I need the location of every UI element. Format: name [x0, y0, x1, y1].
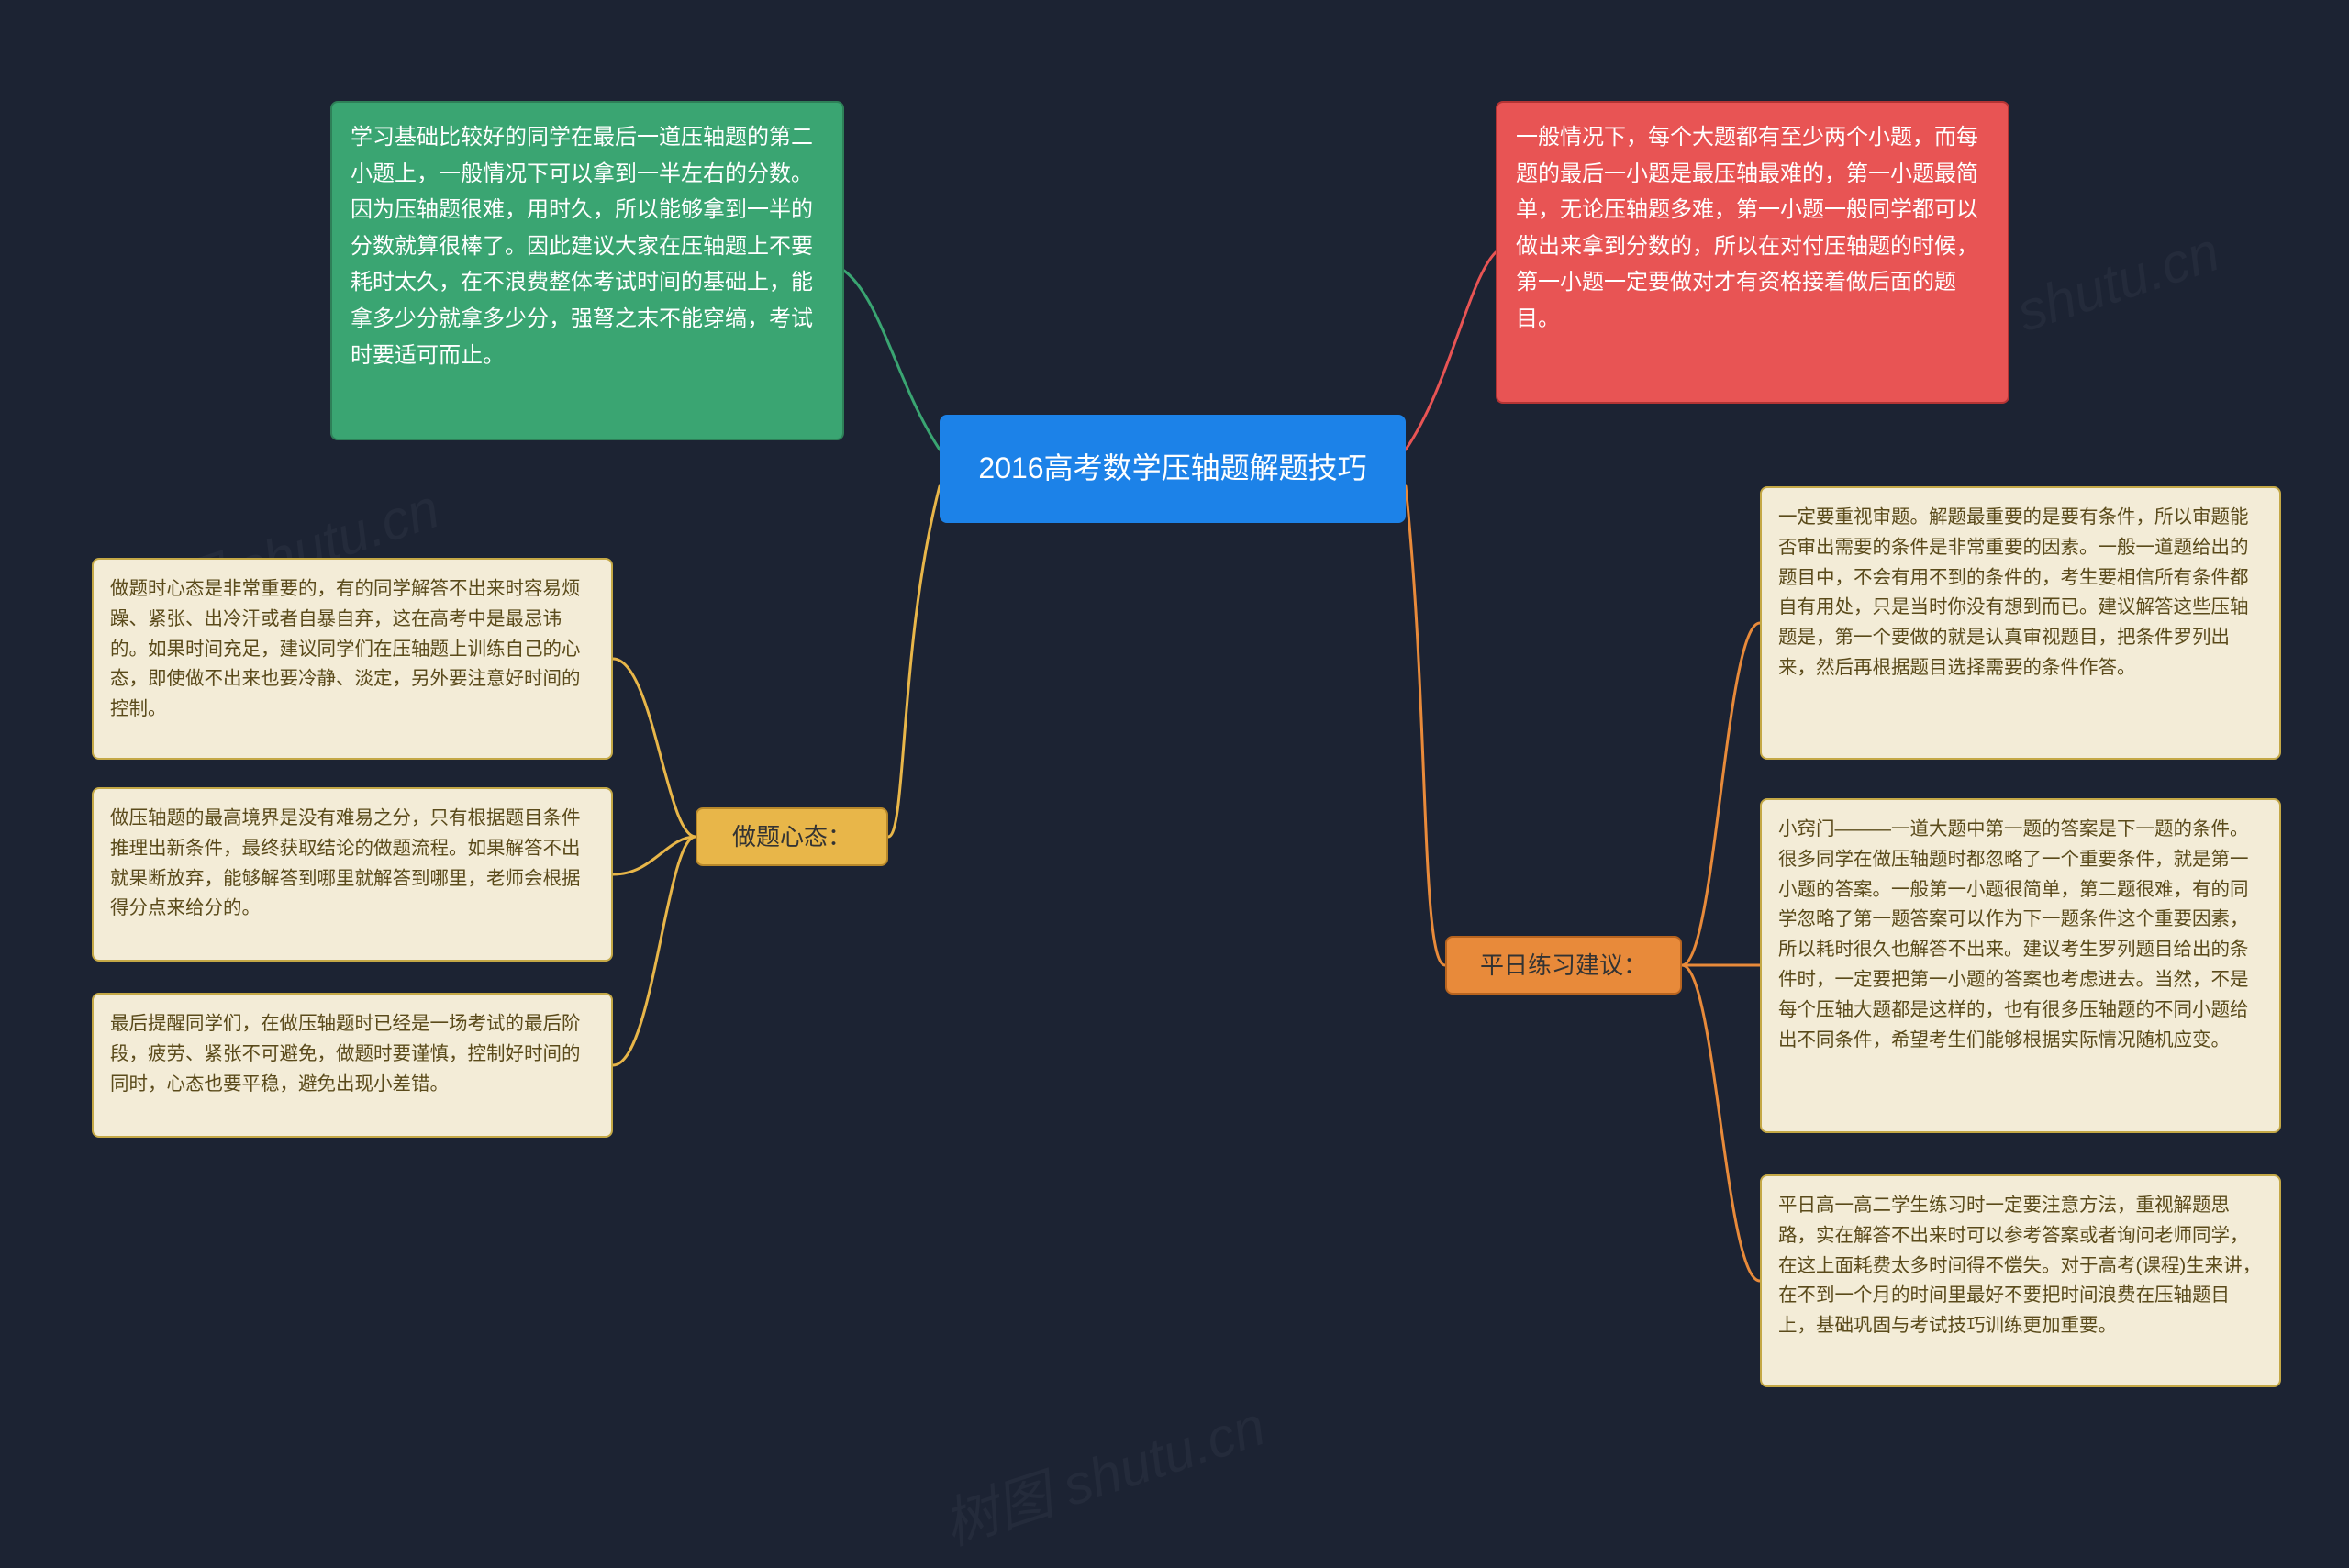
- central-topic-text: 2016高考数学压轴题解题技巧: [978, 446, 1366, 492]
- branch-left-subtitle[interactable]: 做题心态：: [696, 807, 888, 866]
- branch-right-child-1[interactable]: 小窍门———一道大题中第一题的答案是下一题的条件。很多同学在做压轴题时都忽略了一…: [1760, 798, 2281, 1133]
- watermark: 树图 shutu.cn: [931, 1382, 1274, 1561]
- branch-right-child-1-text: 小窍门———一道大题中第一题的答案是下一题的条件。很多同学在做压轴题时都忽略了一…: [1778, 815, 2263, 1055]
- branch-left-child-0[interactable]: 做题时心态是非常重要的，有的同学解答不出来时容易烦躁、紧张、出冷汗或者自暴自弃，…: [92, 558, 613, 760]
- branch-top-left-text: 学习基础比较好的同学在最后一道压轴题的第二小题上，一般情况下可以拿到一半左右的分…: [351, 119, 824, 373]
- branch-top-left[interactable]: 学习基础比较好的同学在最后一道压轴题的第二小题上，一般情况下可以拿到一半左右的分…: [330, 101, 844, 440]
- branch-top-right-text: 一般情况下，每个大题都有至少两个小题，而每题的最后一小题是最压轴最难的，第一小题…: [1516, 119, 1989, 338]
- branch-left-child-2-text: 最后提醒同学们，在做压轴题时已经是一场考试的最后阶段，疲劳、紧张不可避免，做题时…: [110, 1009, 595, 1099]
- branch-right-child-0-text: 一定要重视审题。解题最重要的是要有条件，所以审题能否审出需要的条件是非常重要的因…: [1778, 503, 2263, 684]
- branch-left-child-2[interactable]: 最后提醒同学们，在做压轴题时已经是一场考试的最后阶段，疲劳、紧张不可避免，做题时…: [92, 993, 613, 1138]
- branch-right-subtitle-text: 平日练习建议：: [1480, 947, 1647, 984]
- branch-right-child-0[interactable]: 一定要重视审题。解题最重要的是要有条件，所以审题能否审出需要的条件是非常重要的因…: [1760, 486, 2281, 760]
- branch-right-subtitle[interactable]: 平日练习建议：: [1445, 936, 1682, 995]
- central-topic[interactable]: 2016高考数学压轴题解题技巧: [940, 415, 1406, 523]
- branch-left-subtitle-text: 做题心态：: [732, 818, 852, 855]
- branch-left-child-0-text: 做题时心态是非常重要的，有的同学解答不出来时容易烦躁、紧张、出冷汗或者自暴自弃，…: [110, 574, 595, 725]
- branch-right-child-2-text: 平日高一高二学生练习时一定要注意方法，重视解题思路，实在解答不出来时可以参考答案…: [1778, 1191, 2263, 1341]
- branch-right-child-2[interactable]: 平日高一高二学生练习时一定要注意方法，重视解题思路，实在解答不出来时可以参考答案…: [1760, 1174, 2281, 1387]
- branch-left-child-1[interactable]: 做压轴题的最高境界是没有难易之分，只有根据题目条件推理出新条件，最终获取结论的做…: [92, 787, 613, 962]
- branch-left-child-1-text: 做压轴题的最高境界是没有难易之分，只有根据题目条件推理出新条件，最终获取结论的做…: [110, 804, 595, 924]
- branch-top-right[interactable]: 一般情况下，每个大题都有至少两个小题，而每题的最后一小题是最压轴最难的，第一小题…: [1496, 101, 2009, 404]
